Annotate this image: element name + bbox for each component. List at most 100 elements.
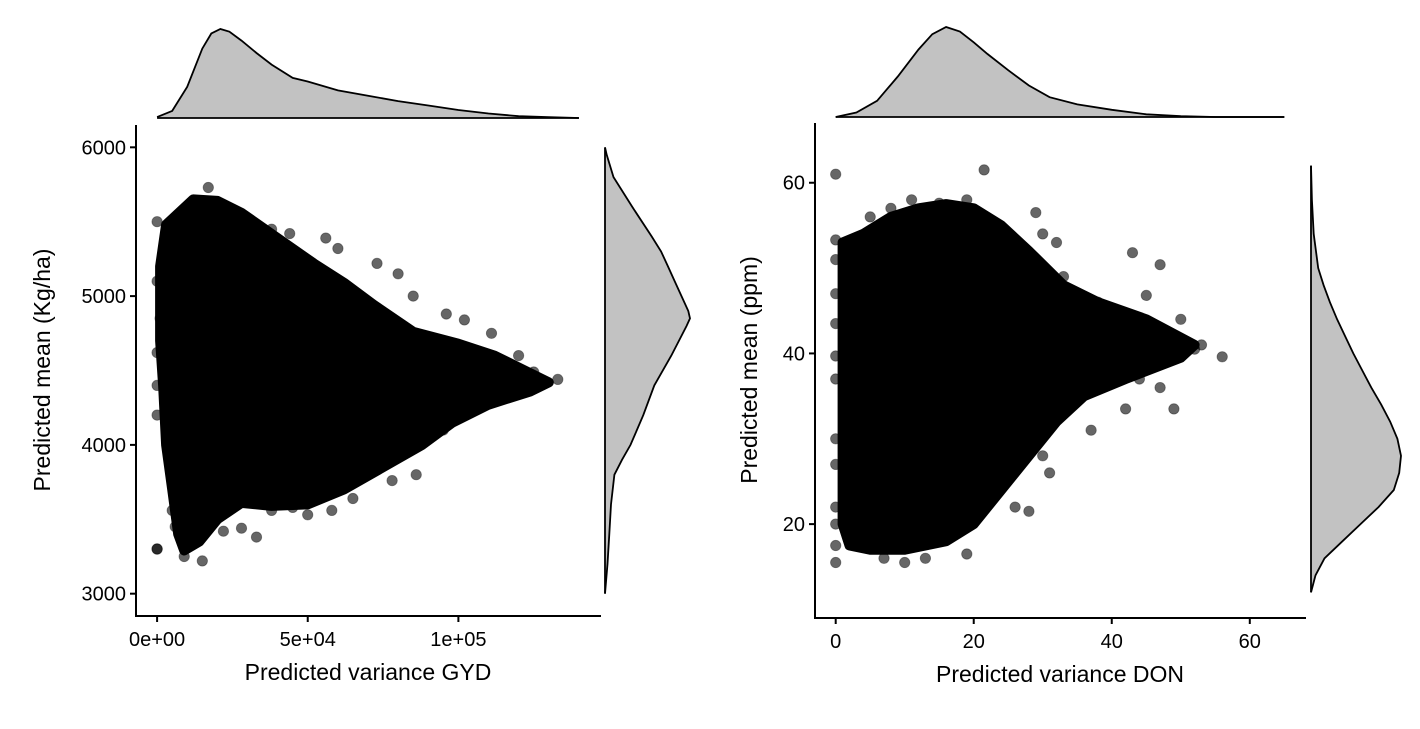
scatter-point [151, 409, 163, 421]
y-tick-label: 3000 [82, 584, 127, 606]
y-tick-label: 6000 [82, 137, 127, 159]
x-ticks-don: 0 20 40 60 [830, 618, 1261, 653]
scatter-point [830, 458, 842, 470]
scatter-point [978, 164, 990, 176]
scatter-point [497, 361, 510, 374]
top-marginal-density-don [835, 26, 1285, 118]
scatter-dense-cloud [837, 199, 1200, 555]
scatter-point [217, 525, 229, 537]
scatter-point [919, 552, 932, 564]
scatter-point [458, 314, 470, 326]
scatter-point [933, 197, 945, 209]
scatter-point [1189, 343, 1201, 355]
scatter-point [154, 312, 166, 324]
scatter-point [830, 317, 842, 330]
scatter-point [1030, 207, 1042, 219]
panel-don: 0 20 40 60 20 40 60 Predicted variance DON Pr… [736, 26, 1402, 687]
scatter-point [830, 433, 842, 445]
density-curve-right [604, 147, 691, 594]
scatter-point [1133, 373, 1146, 385]
y-tick-label: 40 [783, 343, 805, 365]
scatter-point [1037, 450, 1049, 462]
scatter-point [326, 504, 338, 516]
scatter-point [961, 194, 973, 206]
density-area-top [157, 29, 579, 118]
scatter-point [830, 254, 842, 266]
scatter-point [1023, 505, 1035, 517]
scatter-point [178, 550, 190, 563]
scatter-point [830, 234, 842, 246]
scatter-point [1120, 403, 1132, 415]
scatter-point [864, 211, 876, 223]
x-tick-label: 5e+04 [280, 629, 336, 651]
right-marginal-density-gyd [604, 147, 691, 594]
scatter-point [830, 539, 842, 552]
scatter-point [512, 349, 525, 362]
x-tick-label: 1e+05 [430, 629, 486, 651]
y-tick-label: 20 [783, 514, 805, 536]
y-ticks-gyd: 3000 4000 5000 6000 [82, 137, 136, 606]
scatter-point [169, 521, 181, 533]
x-tick-label: 40 [1101, 631, 1123, 653]
x-axis-title-gyd: Predicted variance GYD [245, 659, 492, 685]
scatter-point [1009, 501, 1021, 513]
scatter-points-gyd [151, 181, 564, 567]
y-ticks-don: 20 40 60 [783, 173, 815, 536]
x-tick-label: 60 [1239, 631, 1261, 653]
scatter-point [347, 492, 359, 505]
panel-gyd: 0e+00 5e+04 1e+05 3000 4000 5000 6000 Predict… [29, 28, 691, 685]
scatter-dense-cloud [155, 194, 554, 556]
scatter-point [1154, 381, 1166, 394]
scatter-point [1216, 351, 1228, 363]
scatter-point [151, 216, 163, 228]
scatter-point [386, 474, 398, 487]
scatter-point [1050, 236, 1063, 249]
x-tick-label: 0e+00 [129, 629, 185, 651]
scatter-point [440, 308, 452, 320]
scatter-point [407, 290, 419, 302]
scatter-point [857, 535, 869, 547]
scatter-point [830, 518, 842, 530]
scatter-point [368, 458, 380, 470]
scatter-point [830, 288, 842, 300]
scatter-point [284, 228, 296, 240]
y-tick-label: 60 [783, 173, 805, 195]
scatter-point [899, 556, 911, 569]
scatter-point [467, 370, 480, 383]
scatter-points-don [830, 164, 1228, 569]
right-marginal-density-don [1310, 165, 1402, 593]
scatter-point [830, 556, 842, 569]
scatter-point [190, 532, 202, 545]
scatter-point [265, 223, 278, 235]
scatter-point [151, 379, 163, 391]
density-area-right [605, 147, 690, 594]
density-curve-top [835, 26, 1285, 118]
scatter-point [843, 270, 856, 283]
scatter-point [151, 543, 163, 555]
scatter-point [830, 501, 842, 513]
scatter-point [151, 275, 163, 287]
density-curve-top [156, 28, 579, 119]
density-curve-right [1310, 165, 1402, 593]
scatter-point [1140, 289, 1152, 301]
y-tick-label: 4000 [82, 435, 127, 457]
scatter-point [151, 346, 163, 359]
scatter-point [830, 168, 842, 180]
scatter-point [1175, 313, 1187, 325]
scatter-point [1126, 247, 1139, 259]
scatter-point [1168, 403, 1180, 415]
scatter-point [265, 504, 278, 516]
scatter-point [1085, 424, 1097, 436]
scatter-point [905, 194, 918, 206]
x-tick-label: 0 [830, 631, 841, 653]
y-tick-label: 5000 [82, 286, 127, 308]
scatter-point [332, 242, 344, 255]
scatter-point [552, 373, 564, 385]
scatter-point [878, 552, 890, 564]
scatter-point [392, 268, 404, 280]
scatter-point [528, 366, 540, 378]
density-area-right [1311, 165, 1401, 593]
scatter-point [235, 522, 248, 534]
scatter-point [1092, 296, 1104, 308]
